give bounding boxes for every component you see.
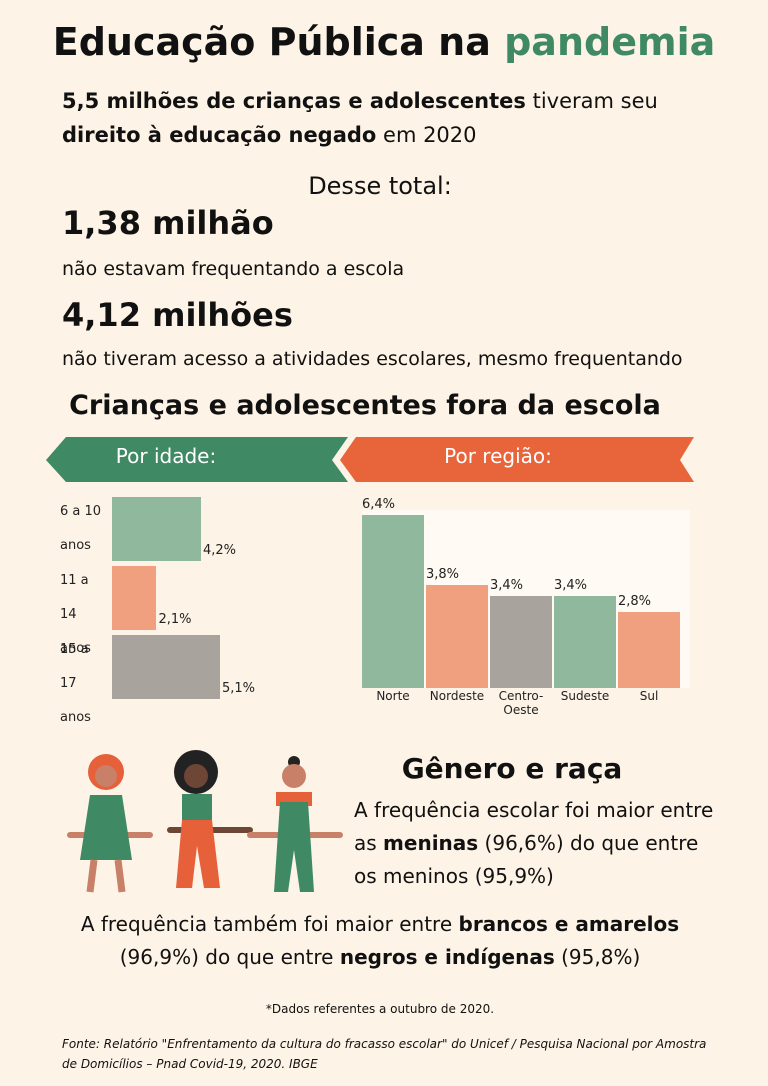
illustration — [67, 750, 343, 893]
section-title: Crianças e adolescentes fora da escola — [69, 390, 661, 421]
title-text: Educação Pública na — [52, 20, 491, 64]
text-segment: (96,9%) do que entre — [119, 912, 686, 969]
value-label: 2,8% — [618, 594, 652, 610]
category-label: Norte — [376, 689, 410, 703]
chart-header: Por região: — [444, 444, 552, 468]
text-segment: brancos e amarelos — [458, 912, 680, 936]
category-label: Centro-Oeste — [498, 689, 544, 717]
chart-header: Por idade: — [115, 444, 217, 468]
stat-number: 1,38 milhão — [62, 204, 274, 242]
category-label: 15 a 17 anos — [60, 642, 91, 725]
chart-age: 6 a 10 anos 4,2% 11 a 14 anos 2,1% 15 a 17 a… — [46, 490, 346, 725]
bar — [554, 596, 616, 688]
text-segment: tiveram seu — [525, 89, 665, 113]
bar — [490, 596, 552, 688]
banners — [46, 437, 694, 482]
value-label: 3,4% — [554, 578, 588, 594]
bar — [112, 497, 201, 561]
subtitle: 5,5 milhões de crianças e adolescentes t… — [62, 84, 722, 152]
text-segment: em 2020 — [376, 123, 477, 147]
text-segment: (96,6%) do que entre os meninos (95,9%) — [354, 831, 705, 888]
text-segment: A frequência escolar foi maior entre as — [354, 798, 720, 855]
title: Educação Pública na pandemia — [0, 20, 768, 64]
text-segment: negros e indígenas — [339, 945, 555, 969]
stat-number: 4,12 milhões — [62, 296, 293, 334]
stat-text: não estavam frequentando a escola — [62, 258, 405, 280]
text-segment: (95,8%) — [554, 945, 641, 969]
banner — [46, 437, 348, 482]
category-label: Nordeste — [429, 689, 485, 703]
category-label: Sul — [639, 689, 659, 703]
gender-title: Gênero e raça — [401, 752, 623, 785]
title-highlight: pandemia — [504, 20, 716, 64]
text-segment: direito à educação negado — [62, 123, 377, 147]
category-label: 6 a 10 anos — [60, 504, 102, 553]
source: Fonte: Relatório "Enfrentamento da cultu… — [62, 1037, 707, 1071]
value-label: 4,2% — [202, 543, 236, 558]
bar — [618, 612, 680, 688]
bar — [426, 585, 488, 688]
category-label: Sudeste — [560, 689, 610, 703]
bar — [112, 635, 220, 699]
race-paragraph: A frequência também foi maior entre bran… — [50, 908, 710, 974]
chart-region: 6,4% Norte 3,8% Nordeste 3,4% Centro-Oeste 3,4… — [362, 490, 692, 717]
text-segment: A frequência também foi maior entre — [80, 912, 459, 936]
banner — [340, 437, 694, 482]
total-label: Desse total: — [308, 172, 452, 200]
category-label: 11 a 14 anos — [60, 573, 91, 656]
bar — [362, 515, 424, 688]
value-label: 6,4% — [362, 497, 396, 512]
value-label: 3,4% — [490, 578, 524, 594]
gender-paragraph: A frequência escolar foi maior entre as … — [354, 794, 714, 893]
value-label: 2,1% — [158, 612, 192, 627]
value-label: 5,1% — [222, 681, 256, 696]
bar — [112, 566, 157, 630]
value-label: 3,8% — [426, 567, 460, 583]
stat-text: não tiveram acesso a atividades escolare… — [62, 348, 683, 370]
text-segment: 5,5 milhões de crianças e adolescentes — [62, 89, 526, 113]
text-segment: meninas — [383, 831, 479, 855]
footnote: *Dados referentes a outubro de 2020. — [265, 1002, 495, 1016]
